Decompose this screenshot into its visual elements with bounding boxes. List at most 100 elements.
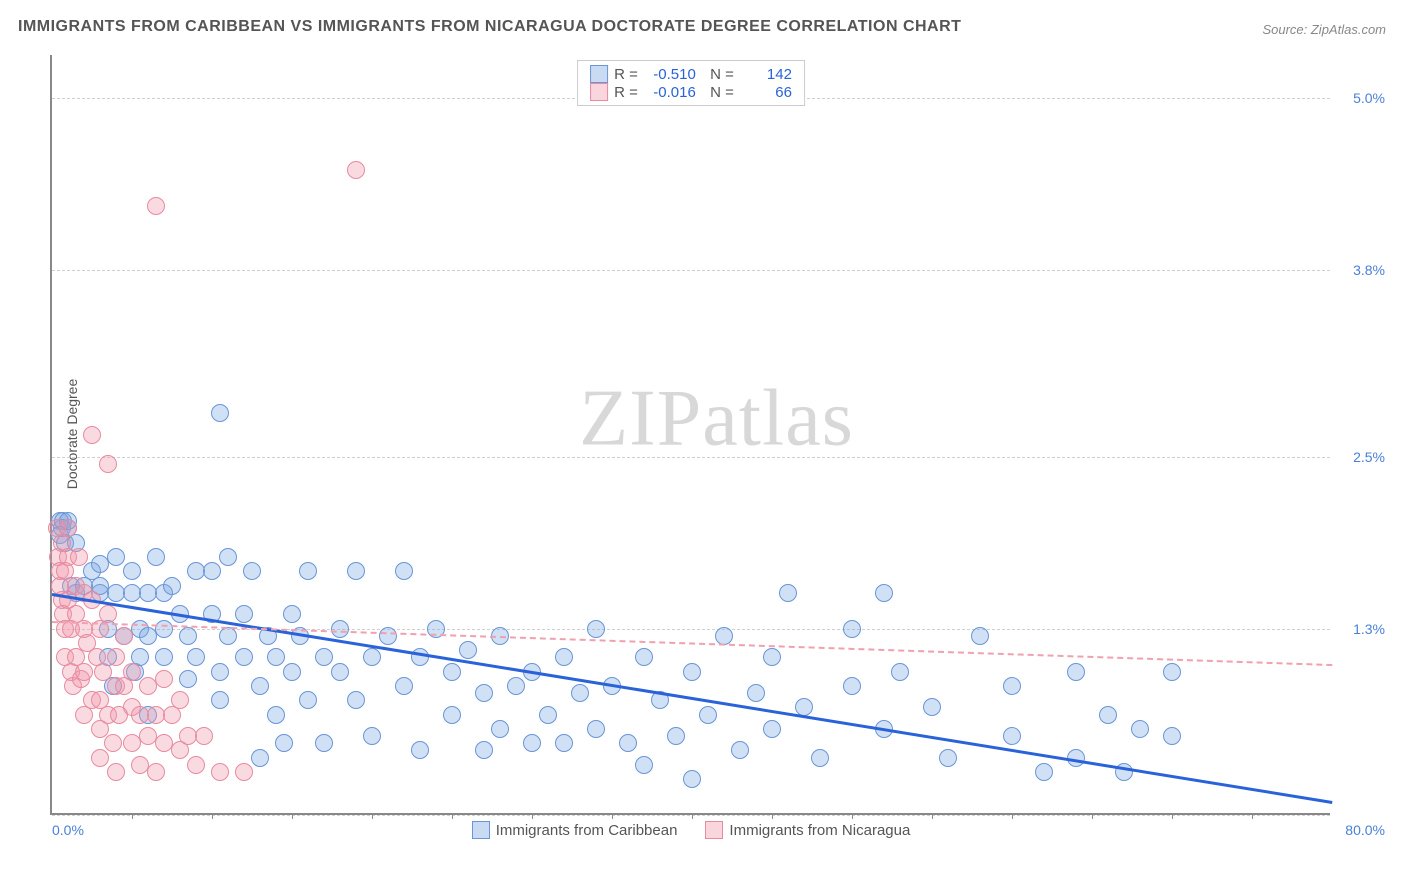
- data-point: [235, 763, 253, 781]
- series-legend: Immigrants from Caribbean Immigrants from…: [52, 821, 1330, 843]
- data-point: [587, 620, 605, 638]
- data-point: [83, 426, 101, 444]
- data-point: [299, 562, 317, 580]
- legend-item: Immigrants from Nicaragua: [705, 821, 910, 839]
- data-point: [843, 620, 861, 638]
- legend-row: R =-0.016 N =66: [590, 83, 792, 101]
- data-point: [187, 648, 205, 666]
- data-point: [179, 627, 197, 645]
- data-point: [635, 756, 653, 774]
- legend-n-label: N =: [702, 84, 734, 101]
- legend-item: Immigrants from Caribbean: [472, 821, 678, 839]
- data-point: [875, 584, 893, 602]
- data-point: [779, 584, 797, 602]
- data-point: [331, 620, 349, 638]
- data-point: [155, 648, 173, 666]
- legend-swatch: [590, 83, 608, 101]
- data-point: [459, 641, 477, 659]
- data-point: [811, 749, 829, 767]
- legend-r-label: R =: [614, 84, 638, 101]
- data-point: [1163, 663, 1181, 681]
- data-point: [147, 197, 165, 215]
- x-tick-mark: [852, 813, 853, 819]
- legend-row: R =-0.510 N =142: [590, 65, 792, 83]
- data-point: [395, 562, 413, 580]
- data-point: [363, 727, 381, 745]
- data-point: [667, 727, 685, 745]
- data-point: [443, 706, 461, 724]
- data-point: [107, 648, 125, 666]
- data-point: [99, 605, 117, 623]
- data-point: [347, 691, 365, 709]
- data-point: [1003, 677, 1021, 695]
- data-point: [123, 663, 141, 681]
- gridline: [52, 457, 1330, 458]
- data-point: [251, 749, 269, 767]
- data-point: [123, 562, 141, 580]
- data-point: [331, 663, 349, 681]
- data-point: [939, 749, 957, 767]
- data-point: [347, 161, 365, 179]
- data-point: [699, 706, 717, 724]
- data-point: [395, 677, 413, 695]
- chart-title: IMMIGRANTS FROM CARIBBEAN VS IMMIGRANTS …: [18, 18, 961, 36]
- data-point: [1099, 706, 1117, 724]
- data-point: [523, 734, 541, 752]
- data-point: [283, 663, 301, 681]
- data-point: [211, 663, 229, 681]
- data-point: [683, 663, 701, 681]
- y-axis-label: Doctorate Degree: [64, 379, 80, 490]
- data-point: [70, 548, 88, 566]
- data-point: [203, 562, 221, 580]
- data-point: [147, 763, 165, 781]
- data-point: [571, 684, 589, 702]
- legend-swatch: [472, 821, 490, 839]
- data-point: [731, 741, 749, 759]
- y-tick-label: 3.8%: [1353, 262, 1385, 278]
- data-point: [299, 691, 317, 709]
- data-point: [763, 648, 781, 666]
- data-point: [91, 749, 109, 767]
- data-point: [147, 548, 165, 566]
- gridline: [52, 270, 1330, 271]
- data-point: [104, 734, 122, 752]
- data-point: [211, 691, 229, 709]
- x-tick-mark: [532, 813, 533, 819]
- gridline: [52, 815, 1330, 816]
- legend-n-value: 66: [740, 84, 792, 101]
- legend-n-label: N =: [702, 66, 734, 83]
- data-point: [443, 663, 461, 681]
- x-tick-mark: [772, 813, 773, 819]
- x-tick-mark: [132, 813, 133, 819]
- source-attribution: Source: ZipAtlas.com: [1262, 22, 1386, 37]
- plot-area: ZIPatlas Doctorate Degree R =-0.510 N =1…: [50, 55, 1330, 815]
- data-point: [475, 684, 493, 702]
- data-point: [1067, 663, 1085, 681]
- x-tick-mark: [212, 813, 213, 819]
- legend-label: Immigrants from Nicaragua: [729, 822, 910, 839]
- data-point: [1035, 763, 1053, 781]
- data-point: [267, 706, 285, 724]
- data-point: [219, 548, 237, 566]
- data-point: [491, 720, 509, 738]
- data-point: [59, 519, 77, 537]
- data-point: [763, 720, 781, 738]
- legend-r-label: R =: [614, 66, 638, 83]
- data-point: [683, 770, 701, 788]
- data-point: [115, 627, 133, 645]
- data-point: [99, 455, 117, 473]
- y-tick-label: 2.5%: [1353, 449, 1385, 465]
- data-point: [107, 548, 125, 566]
- data-point: [475, 741, 493, 759]
- x-tick-mark: [612, 813, 613, 819]
- x-tick-mark: [1012, 813, 1013, 819]
- data-point: [1163, 727, 1181, 745]
- data-point: [363, 648, 381, 666]
- data-point: [507, 677, 525, 695]
- data-point: [235, 648, 253, 666]
- data-point: [211, 763, 229, 781]
- data-point: [155, 670, 173, 688]
- data-point: [379, 627, 397, 645]
- watermark: ZIPatlas: [579, 373, 854, 464]
- data-point: [891, 663, 909, 681]
